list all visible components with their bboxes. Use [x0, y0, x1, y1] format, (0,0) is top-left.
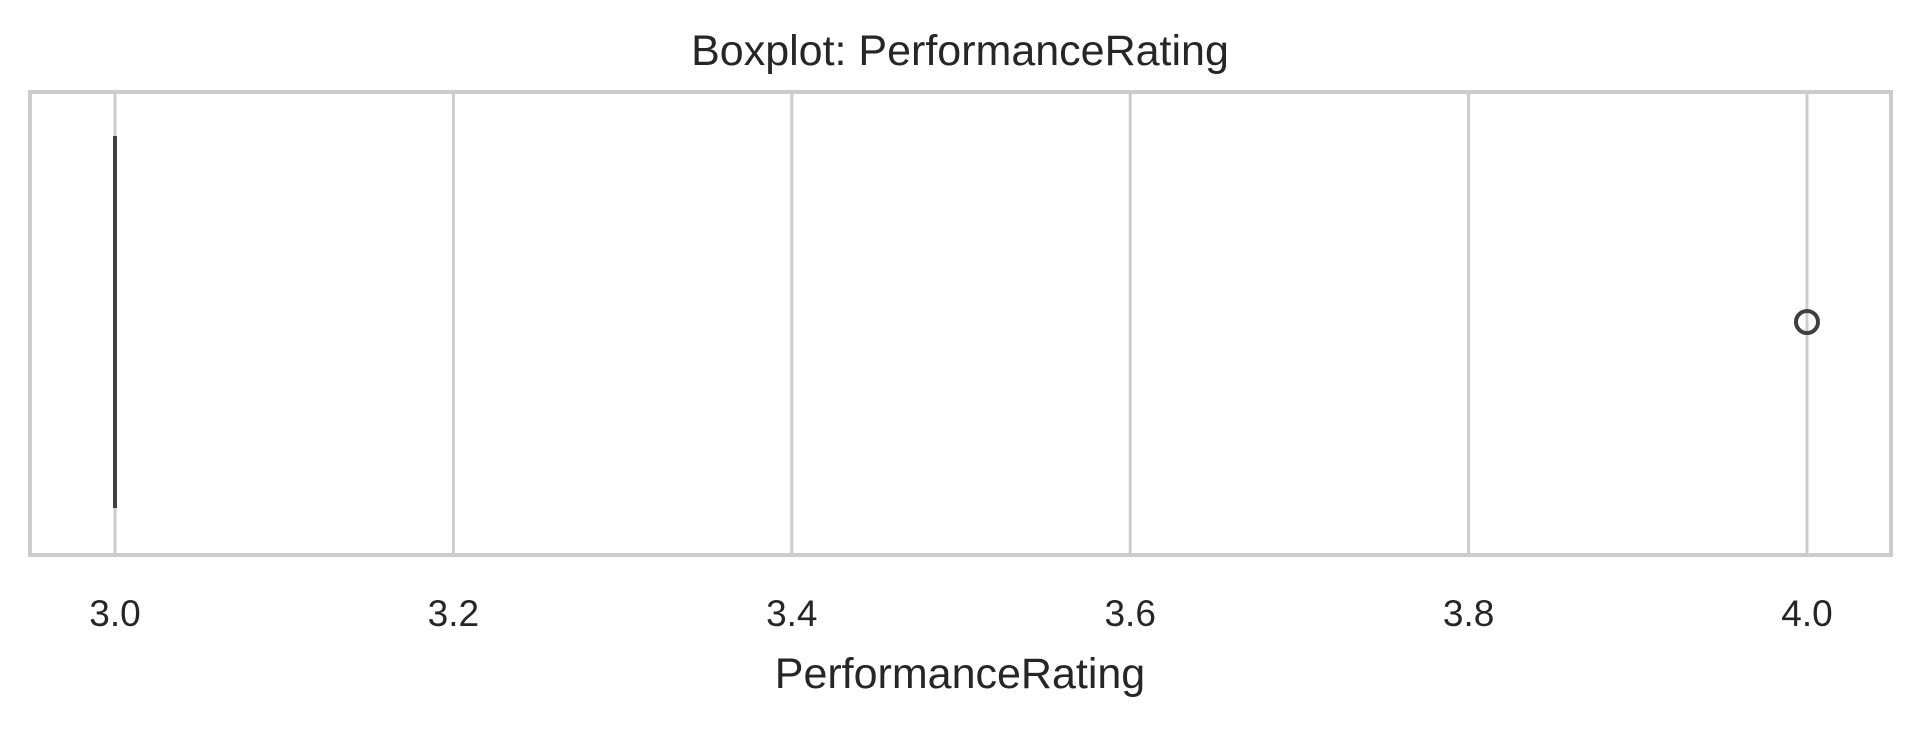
box-elements: [113, 136, 1820, 508]
grid-lines: [113, 92, 1809, 555]
x-tick-label: 3.8: [1443, 593, 1494, 634]
plot-frame: [28, 90, 1893, 557]
x-tick-label: 3.6: [1104, 593, 1155, 634]
x-tick-label: 3.0: [89, 593, 140, 634]
x-tick-labels: 3.0 3.2 3.4 3.6 3.8 4.0: [89, 593, 1832, 634]
x-axis-label: PerformanceRating: [775, 650, 1145, 698]
chart-title: Boxplot: PerformanceRating: [691, 27, 1229, 75]
outlier-point: [1794, 309, 1820, 335]
x-tick-label: 4.0: [1781, 593, 1832, 634]
x-tick-label: 3.2: [428, 593, 479, 634]
x-tick-label: 3.4: [766, 593, 817, 634]
